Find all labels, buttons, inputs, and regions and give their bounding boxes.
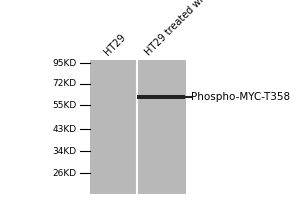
Text: 26KD: 26KD xyxy=(52,168,76,178)
Text: 55KD: 55KD xyxy=(52,100,76,110)
Text: Phospho-MYC-T358: Phospho-MYC-T358 xyxy=(191,92,290,102)
Text: 34KD: 34KD xyxy=(52,146,76,156)
Text: HT29 treated with UV: HT29 treated with UV xyxy=(143,0,224,57)
Bar xyxy=(90,60,186,194)
Text: 95KD: 95KD xyxy=(52,58,76,68)
Text: 43KD: 43KD xyxy=(52,124,76,134)
Bar xyxy=(136,95,184,99)
Text: HT29: HT29 xyxy=(102,32,128,57)
Text: 72KD: 72KD xyxy=(52,79,76,88)
